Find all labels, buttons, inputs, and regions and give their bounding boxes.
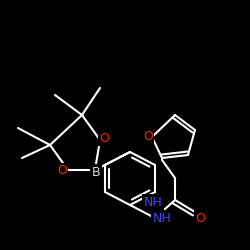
Text: O: O [99,132,109,144]
Text: NH: NH [144,196,163,208]
Text: O: O [57,164,67,177]
Text: O: O [143,130,153,142]
Text: B: B [92,166,100,178]
Text: O: O [195,212,205,224]
Text: NH: NH [152,212,172,224]
